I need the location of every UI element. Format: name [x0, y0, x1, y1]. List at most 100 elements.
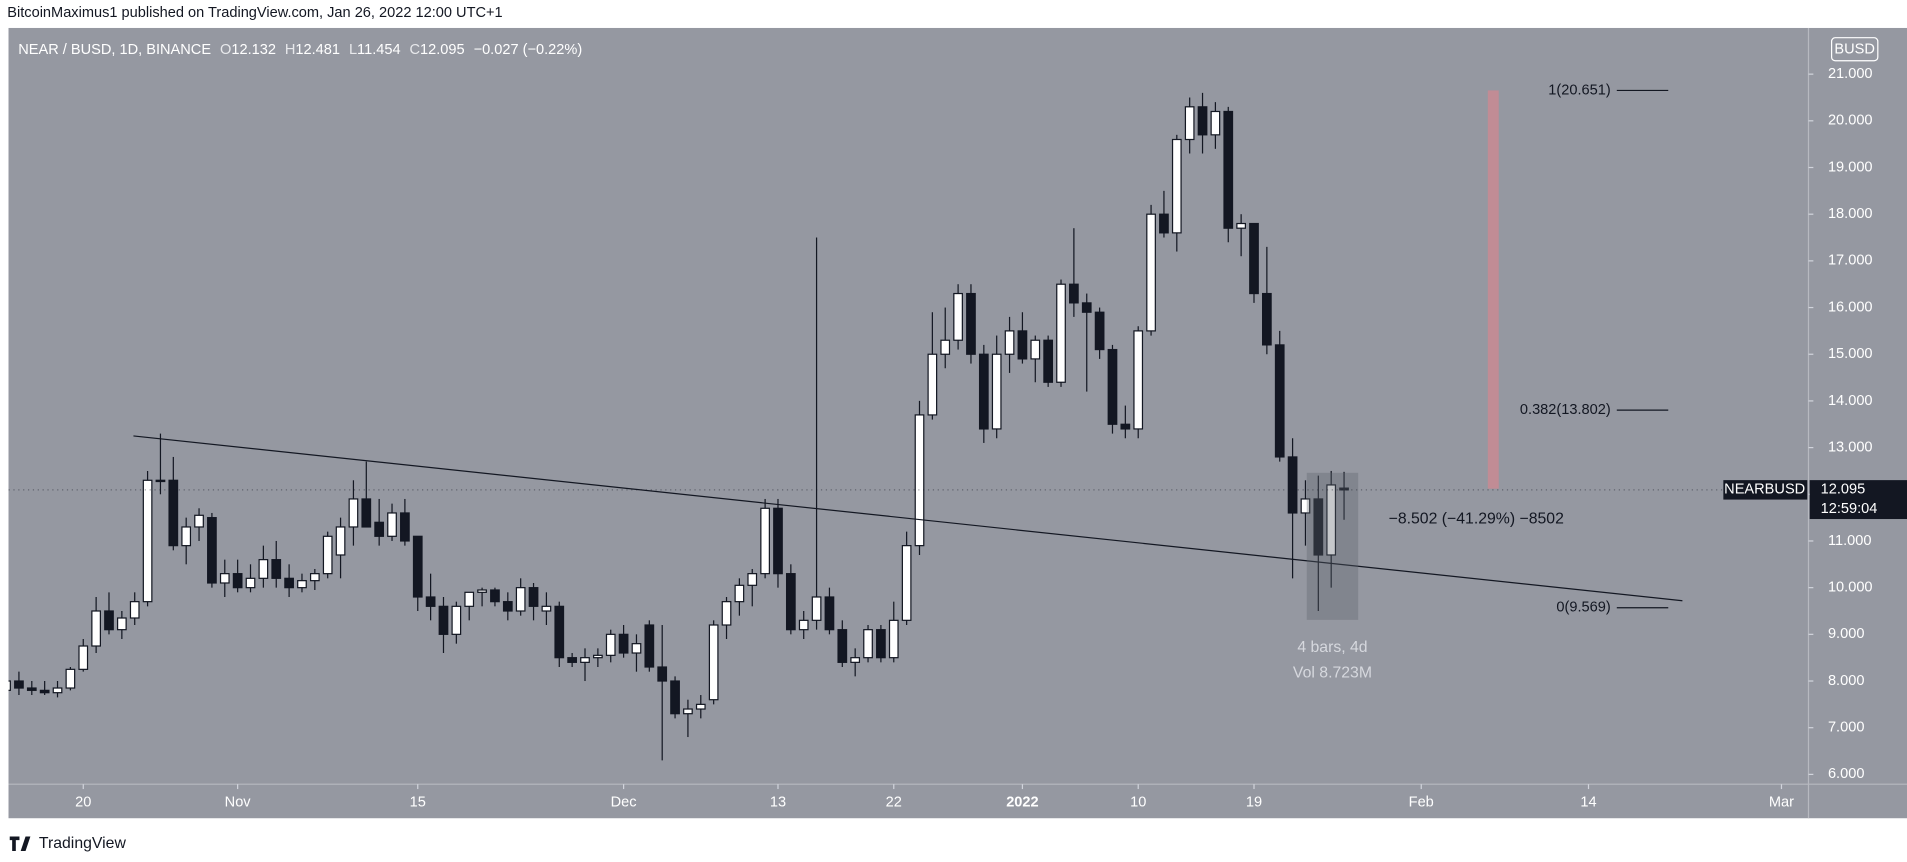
- candle-body: [142, 479, 153, 603]
- candle-body: [708, 624, 719, 701]
- candle-body: [1300, 498, 1311, 514]
- candle-body: [580, 657, 590, 663]
- symbol-legend: NEAR / BUSD, 1D, BINANCE O12.132 H12.481…: [18, 42, 582, 58]
- candle-body: [477, 589, 487, 593]
- candle-body: [1081, 302, 1092, 313]
- candle-body: [181, 526, 192, 547]
- projection-bar: [1487, 90, 1499, 489]
- candle-body: [129, 601, 140, 619]
- x-tick-label: Dec: [611, 794, 637, 810]
- currency-button[interactable]: [1830, 37, 1879, 62]
- y-tick-label: 21.000: [1828, 66, 1873, 82]
- x-tick-label: 13: [770, 794, 786, 810]
- plot-area: [8, 89, 1809, 761]
- candle-body: [1171, 138, 1182, 234]
- candle-body: [284, 577, 294, 589]
- candle-body: [721, 601, 732, 626]
- candle-body: [400, 512, 410, 542]
- candle-body: [194, 514, 204, 528]
- x-tick-label: 2022: [1006, 794, 1038, 810]
- currency-label[interactable]: BUSD: [1834, 42, 1875, 58]
- candle-body: [322, 535, 333, 575]
- y-tick-label: 18.000: [1828, 206, 1873, 222]
- candle-body: [966, 292, 976, 355]
- candle-body: [554, 605, 565, 659]
- candle-body: [91, 610, 101, 647]
- candle-body: [978, 353, 989, 430]
- candle-body: [1133, 330, 1144, 430]
- candle-body: [528, 587, 539, 607]
- candle-body: [1326, 484, 1337, 556]
- y-tick-label: 20.000: [1828, 113, 1873, 129]
- candle-body: [695, 703, 706, 710]
- candle-body: [116, 617, 127, 631]
- candle-body: [1197, 106, 1208, 136]
- symbol-tag: [1723, 480, 1808, 500]
- legend-key: H: [285, 42, 296, 58]
- y-tick-label: 7.000: [1828, 720, 1864, 736]
- candle-body: [155, 479, 166, 483]
- candle-body: [219, 573, 230, 584]
- candle-body: [297, 580, 307, 589]
- candle-body: [361, 498, 372, 528]
- candle-body: [541, 605, 552, 612]
- legend-key: C: [410, 42, 421, 58]
- candle-body: [78, 645, 89, 670]
- candle-body: [888, 619, 899, 659]
- legend-value: 12.095: [420, 42, 465, 58]
- candle-body: [52, 687, 63, 694]
- candle-body: [760, 507, 770, 575]
- candle-body: [207, 517, 217, 584]
- candle-body: [1159, 213, 1169, 234]
- candle-body: [1313, 498, 1324, 556]
- countdown-label: 12:59:04: [1821, 501, 1878, 517]
- candle-body: [670, 680, 680, 715]
- candle-body: [1004, 330, 1015, 355]
- candle-body: [747, 573, 758, 586]
- legend-change: −0.027 (−0.22%): [474, 42, 583, 58]
- candle-body: [927, 353, 938, 416]
- candle-body: [65, 668, 76, 689]
- candle-body: [232, 573, 243, 589]
- y-tick-label: 13.000: [1828, 439, 1873, 455]
- footer-brand: TradingView: [39, 835, 127, 852]
- candle-body: [258, 559, 269, 579]
- candle-body: [631, 643, 642, 654]
- y-tick-label: 16.000: [1828, 299, 1873, 315]
- candle-body: [1043, 339, 1054, 383]
- candle-body: [464, 591, 475, 607]
- candle-body: [271, 559, 282, 579]
- candle-body: [1236, 222, 1246, 229]
- candle-body: [26, 687, 37, 691]
- candle-body: [1287, 456, 1298, 514]
- y-tick-label: 15.000: [1828, 346, 1873, 362]
- candle-body: [1274, 344, 1285, 458]
- candle-body: [901, 545, 912, 621]
- candle-body: [824, 596, 835, 631]
- candle-body: [811, 596, 822, 621]
- measure-volume: Vol 8.723M: [1293, 665, 1372, 682]
- legend-key: O: [220, 42, 231, 58]
- x-tick-label: Nov: [225, 794, 252, 810]
- candle-body: [1094, 311, 1105, 351]
- y-tick-label: 8.000: [1828, 673, 1864, 689]
- y-tick-label: 10.000: [1828, 580, 1873, 596]
- candle-body: [1184, 106, 1195, 141]
- candle-body: [1339, 487, 1349, 491]
- candle-body: [104, 610, 114, 631]
- candle-body: [567, 657, 578, 663]
- x-tick-label: 14: [1580, 794, 1596, 810]
- candle-body: [374, 521, 385, 537]
- candle-body: [1210, 110, 1221, 136]
- candle-body: [1261, 292, 1272, 346]
- legend-key: L: [349, 42, 357, 58]
- candle-body: [1017, 330, 1028, 360]
- chart-background: [8, 27, 1907, 819]
- candle-body: [618, 633, 629, 654]
- candle-body: [657, 666, 668, 682]
- candle-body: [1223, 110, 1234, 229]
- x-tick-label: 22: [886, 794, 902, 810]
- last-price-tag: [1809, 480, 1907, 520]
- y-tick-label: 17.000: [1828, 253, 1873, 269]
- candle-body: [8, 680, 11, 691]
